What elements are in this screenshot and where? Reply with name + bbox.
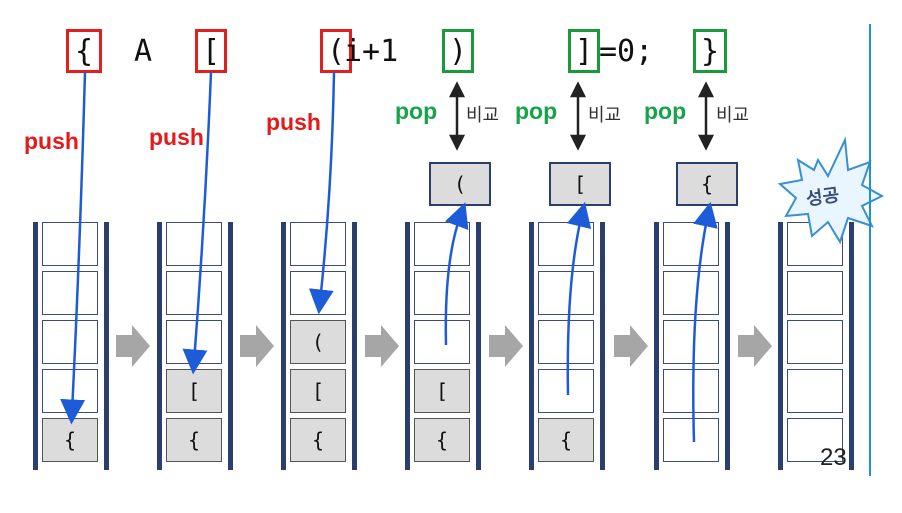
stack-cell (42, 320, 98, 364)
code-brace-close: } (693, 29, 727, 73)
push-label-3: push (266, 109, 321, 135)
stack-cell (290, 222, 346, 266)
compare-label-1: 비교 (466, 105, 500, 126)
pop-label-3: pop (644, 98, 687, 124)
code-bracket-open: [ (195, 29, 227, 73)
slide-edge-line (869, 24, 871, 476)
code-paren-open: ( (320, 29, 352, 73)
stack-cell: ( (290, 320, 346, 364)
compare-label-2: 비교 (588, 105, 622, 126)
stack-cell (663, 320, 719, 364)
stack-cell (787, 418, 843, 462)
stack-cell (166, 320, 222, 364)
stack-cell (787, 271, 843, 315)
push-arrow-1 (60, 71, 87, 425)
pop-arrow-3 (692, 201, 718, 443)
code-brace-open: { (66, 29, 102, 73)
code-paren-close: ) (442, 29, 474, 73)
code-assign-zero: =0; (599, 34, 654, 69)
stack-3: ( [ { (281, 222, 357, 470)
stack-cell (663, 222, 719, 266)
stack-cell: { (290, 418, 346, 462)
pop-label-1: pop (395, 98, 438, 124)
stack-cell (538, 271, 594, 315)
stack-cell (42, 222, 98, 266)
pop-arrow-2 (566, 201, 592, 396)
stack-cell: [ (414, 369, 470, 413)
push-label-1: push (24, 128, 79, 154)
stack-cell (663, 271, 719, 315)
stack-cell (538, 222, 594, 266)
stack-cell (538, 320, 594, 364)
stack-cell (538, 369, 594, 413)
success-starburst (777, 136, 885, 245)
transition-arrow-4 (489, 325, 523, 367)
push-label-2: push (149, 124, 204, 150)
compare-arrow-3 (697, 81, 715, 151)
transition-arrow-6 (738, 325, 772, 367)
stack-6 (654, 222, 730, 470)
stack-cell: { (42, 418, 98, 462)
stack-cell (414, 320, 470, 364)
transition-arrow-2 (240, 325, 274, 367)
stack-cell: [ (290, 369, 346, 413)
stack-cell: { (538, 418, 594, 462)
stack-cell: { (166, 418, 222, 462)
push-arrow-2 (182, 71, 213, 375)
stack-cell (663, 369, 719, 413)
code-a: A (134, 34, 153, 69)
compare-arrow-2 (569, 81, 587, 151)
stack-cell (42, 271, 98, 315)
transition-arrow-1 (116, 325, 150, 367)
stack-7 (778, 222, 854, 470)
stack-1: { (33, 222, 109, 470)
stack-5: { (529, 222, 605, 470)
stack-cell (787, 369, 843, 413)
stack-4: [ { (405, 222, 481, 470)
stack-cell (663, 418, 719, 462)
pop-arrow-1 (444, 202, 469, 346)
stack-cell (166, 271, 222, 315)
success-label: 성공 (804, 184, 841, 211)
transition-arrow-5 (614, 325, 648, 367)
stack-cell: [ (166, 369, 222, 413)
page-number: 23 (820, 444, 847, 471)
pop-label-2: pop (515, 98, 558, 124)
code-i-plus-1: i+1 (344, 34, 399, 69)
stack-cell (787, 320, 843, 364)
stack-cell (166, 222, 222, 266)
transition-arrow-3 (365, 325, 399, 367)
code-bracket-close: ] (568, 29, 600, 73)
stack-2: [ { (157, 222, 233, 470)
stack-cell: { (414, 418, 470, 462)
compare-label-3: 비교 (716, 105, 750, 126)
push-arrow-3 (308, 71, 336, 315)
stack-cell (414, 271, 470, 315)
compare-arrow-1 (448, 81, 466, 151)
